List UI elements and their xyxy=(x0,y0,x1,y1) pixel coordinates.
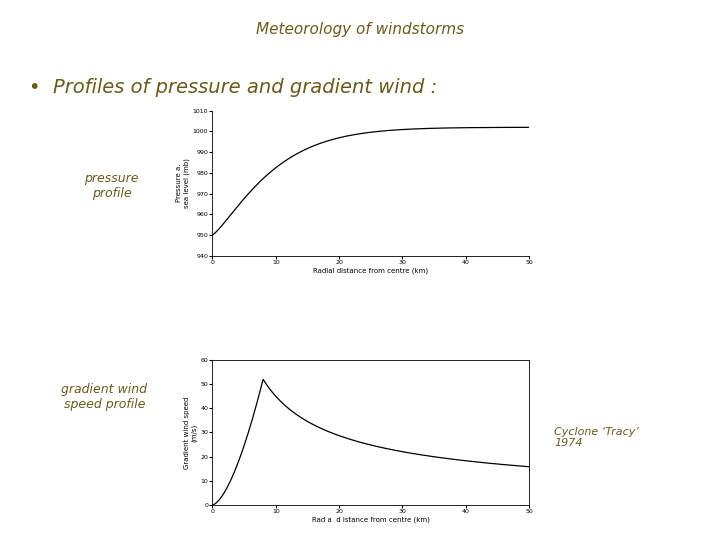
Text: pressure
profile: pressure profile xyxy=(84,172,139,200)
Y-axis label: Pressure a.
sea level (mb): Pressure a. sea level (mb) xyxy=(176,158,190,208)
Text: Cyclone ‘Tracy’
1974: Cyclone ‘Tracy’ 1974 xyxy=(554,427,639,448)
Text: gradient wind
speed profile: gradient wind speed profile xyxy=(61,383,148,411)
Text: •  Profiles of pressure and gradient wind :: • Profiles of pressure and gradient wind… xyxy=(29,78,437,97)
Y-axis label: Gradient wind speed
(m/s): Gradient wind speed (m/s) xyxy=(184,396,197,469)
Text: Meteorology of windstorms: Meteorology of windstorms xyxy=(256,22,464,37)
X-axis label: Radial distance from centre (km): Radial distance from centre (km) xyxy=(313,268,428,274)
X-axis label: Rad a  d istance from centre (km): Rad a d istance from centre (km) xyxy=(312,517,430,523)
